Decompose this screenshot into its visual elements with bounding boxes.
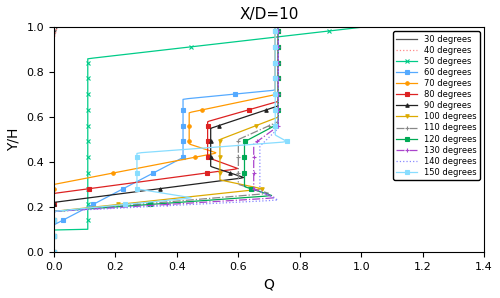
X-axis label: Q: Q <box>264 277 274 291</box>
Title: X/D=10: X/D=10 <box>240 7 299 22</box>
Y-axis label: Y/H: Y/H <box>7 128 21 151</box>
Legend: 30 degrees, 40 degrees, 50 degrees, 60 degrees, 70 degrees, 80 degrees, 90 degre: 30 degrees, 40 degrees, 50 degrees, 60 d… <box>393 32 480 180</box>
